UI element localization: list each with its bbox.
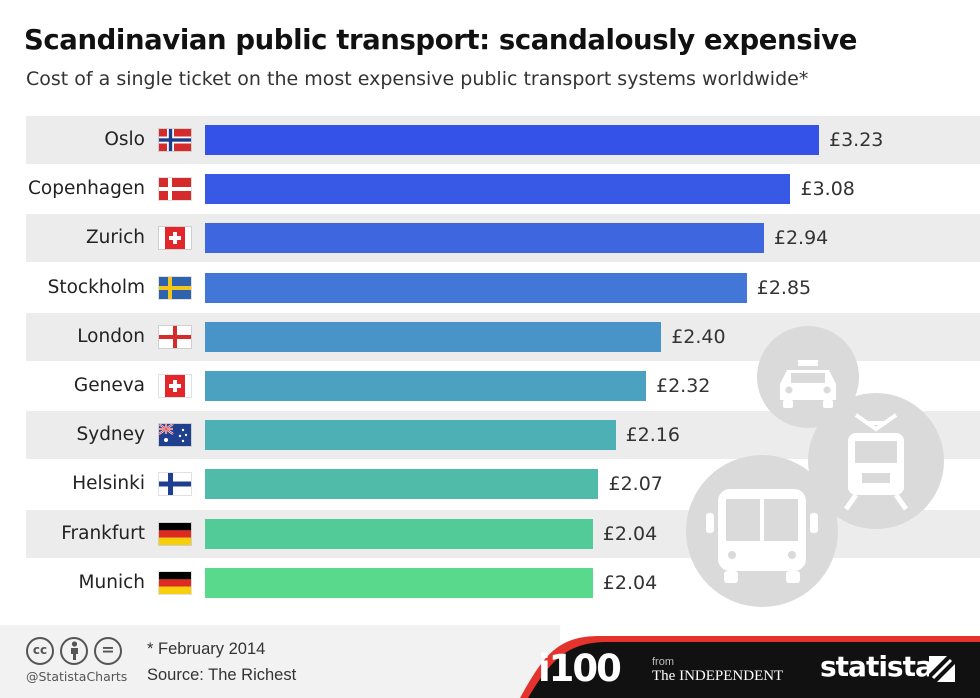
value-label: £2.40 [671, 325, 726, 348]
value-label: £2.32 [656, 375, 711, 397]
sweden-flag-icon [159, 276, 191, 299]
independent-logo: The INDEPENDENT [652, 668, 784, 684]
bar [205, 125, 819, 155]
switzerland-flag-icon [159, 375, 191, 397]
category-label: London [77, 325, 145, 347]
bus-icon [686, 455, 838, 607]
value-label: £3.23 [829, 129, 884, 151]
bar [205, 518, 593, 549]
tram-icon [808, 393, 944, 529]
value-label: £2.16 [625, 424, 680, 447]
denmark-flag-icon [159, 178, 191, 201]
chart-title: Scandinavian public transport: scandalou… [24, 24, 858, 56]
value-label: £2.04 [602, 522, 658, 545]
value-label: £2.04 [602, 571, 658, 594]
value-label: £2.94 [773, 227, 829, 250]
category-label: Oslo [104, 129, 145, 150]
bar [205, 174, 791, 205]
value-label: £2.07 [608, 473, 663, 496]
attribution-icon [60, 637, 88, 665]
i100-logo: i100 [538, 647, 622, 690]
category-label: Stockholm [47, 276, 145, 298]
bar [205, 223, 764, 254]
finland-flag-icon [159, 473, 191, 496]
category-label: Sydney [76, 424, 146, 446]
bar [205, 420, 616, 451]
bar [205, 272, 747, 303]
bar [205, 371, 646, 401]
bar [205, 567, 593, 598]
value-label: £3.08 [800, 178, 855, 201]
switzerland-flag-icon [159, 227, 191, 250]
australia-flag-icon [158, 423, 191, 447]
chart-subtitle: Cost of a single ticket on the most expe… [26, 68, 809, 90]
twitter-handle: @StatistaCharts [26, 669, 128, 684]
from-label: from [652, 656, 674, 668]
norway-flag-icon [159, 129, 191, 151]
germany-flag-icon [159, 522, 191, 545]
statista-logo-icon [929, 656, 955, 682]
category-label: Geneva [73, 375, 145, 396]
bar [205, 321, 662, 352]
category-label: Copenhagen [28, 178, 145, 200]
england-flag-icon [159, 325, 191, 348]
germany-flag-icon [159, 571, 191, 594]
category-label: Helsinki [72, 473, 145, 495]
statista-logo-text: statista [820, 650, 934, 683]
bar [205, 469, 599, 500]
category-label: Munich [78, 571, 145, 593]
no-derivatives-icon: = [94, 637, 122, 665]
footer-background [0, 625, 560, 698]
creative-commons-icon: cc [26, 637, 54, 665]
category-label: Frankfurt [61, 522, 145, 544]
value-label: £2.85 [756, 276, 812, 299]
category-label: Zurich [85, 227, 145, 249]
footnote: * February 2014 [147, 640, 266, 658]
source-text: Source: The Richest [147, 666, 297, 684]
